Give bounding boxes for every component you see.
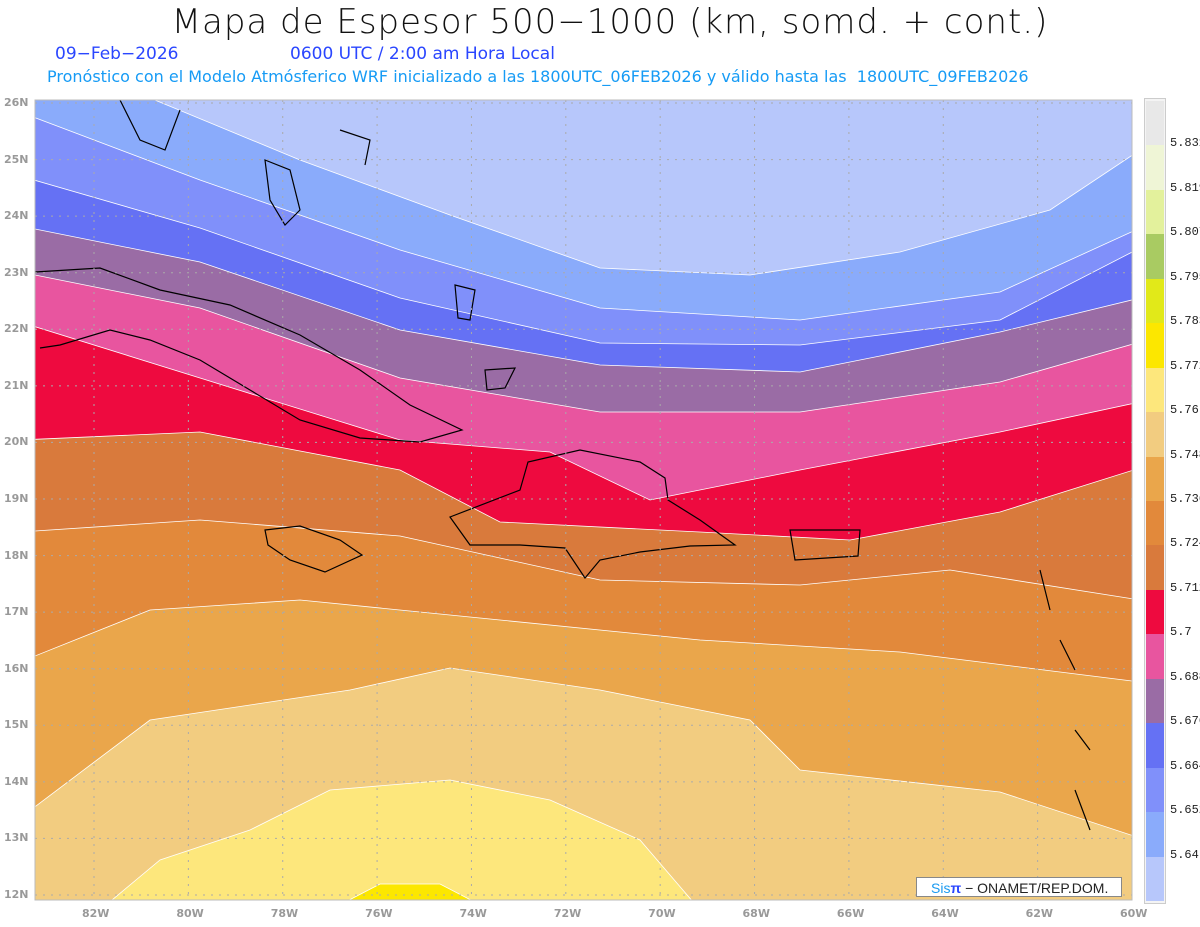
coastline-bahamas1: [339, 129, 371, 166]
colorbar-swatch: [1146, 812, 1164, 857]
lon-label: 66W: [836, 907, 865, 920]
forecast-info: Pronóstico con el Modelo Atmósferico WRF…: [47, 67, 1029, 86]
coastline-puertorico: [789, 529, 861, 561]
lon-label: 64W: [931, 907, 959, 920]
coastline-antilles: [1039, 569, 1091, 831]
lon-label: 82W: [82, 907, 110, 920]
colorbar-swatch: [1146, 367, 1164, 413]
lat-label: 17N: [4, 605, 29, 619]
colorbar-swatch: [1146, 323, 1164, 368]
colorbar-level: 5.652: [1170, 803, 1200, 818]
colorbar-swatch: [1146, 589, 1164, 635]
lat-label: 25N: [4, 152, 29, 166]
lon-label: 72W: [553, 907, 582, 920]
colorbar-swatch: [1146, 145, 1164, 190]
map-frame: [34, 99, 1133, 901]
colorbar-swatch: [1146, 278, 1164, 324]
colorbar-level: 5.795: [1170, 269, 1200, 284]
colorbar-level: 5.831: [1170, 136, 1200, 151]
colorbar-level: 5.712: [1170, 580, 1200, 595]
lon-label: 60W: [1120, 907, 1148, 920]
lon-label: 80W: [176, 907, 204, 920]
coastline-andros: [264, 159, 301, 226]
colorbar-swatch: [1146, 189, 1164, 235]
logo-pi: π: [950, 880, 962, 896]
colorbar-level: 5.76: [1170, 403, 1199, 418]
logo-sis: Sis: [931, 880, 951, 896]
colorbar-swatch: [1146, 856, 1164, 901]
map-title: Mapa de Espesor 500−1000 (km, somd. + co…: [171, 2, 1049, 42]
colorbar-swatch: [1146, 101, 1164, 146]
colorbar-level: 5.64: [1170, 847, 1199, 862]
lon-label: 74W: [459, 907, 487, 920]
lon-label: 78W: [270, 907, 299, 920]
colorbar-swatch: [1146, 456, 1164, 501]
colorbar-swatch: [1146, 767, 1164, 813]
lat-label: 23N: [4, 265, 29, 279]
lon-label: 76W: [365, 907, 393, 920]
valid-time: 0600 UTC / 2:00 am Hora Local: [290, 44, 555, 64]
lat-label: 21N: [4, 378, 29, 392]
colorbar-level: 5.664: [1170, 758, 1200, 773]
colorbar-level: 5.736: [1170, 492, 1200, 506]
band-5.772: [348, 883, 472, 900]
lat-label: 12N: [4, 888, 29, 901]
lon-label: 62W: [1025, 907, 1054, 920]
lat-label: 20N: [4, 435, 29, 449]
colorbar-level: 5.783: [1170, 314, 1200, 329]
coastline-bahamas2: [454, 284, 476, 321]
logo-org: − ONAMET/REP.DOM.: [965, 880, 1109, 896]
lat-label: 26N: [4, 96, 29, 109]
valid-date: 09−Feb−2026: [55, 44, 179, 64]
colorbar-swatch: [1146, 723, 1164, 768]
lat-label: 13N: [4, 831, 29, 845]
lat-label: 14N: [4, 774, 29, 788]
colorbar-level: 5.748: [1170, 447, 1200, 462]
colorbar-level: 5.7: [1170, 625, 1192, 640]
colorbar-level: 5.676: [1170, 714, 1200, 729]
lat-label: 19N: [4, 492, 29, 505]
colorbar-swatch: [1146, 634, 1164, 679]
colorbar-level: 5.807: [1170, 225, 1200, 240]
coastline-hispaniola: [449, 449, 737, 580]
logo-onamet: Sisπ − ONAMET/REP.DOM.: [916, 877, 1122, 897]
lon-label: 70W: [648, 907, 676, 920]
colorbar-level: 5.819: [1170, 180, 1200, 195]
coastline-bahamas3: [484, 367, 517, 391]
colorbar-swatch: [1146, 234, 1164, 279]
lat-label: 24N: [4, 209, 29, 223]
lat-label: 22N: [4, 322, 29, 336]
colorbar-swatch: [1146, 545, 1164, 590]
coastline-jamaica: [264, 525, 364, 573]
colorbar-swatch: [1146, 501, 1164, 546]
lat-label: 16N: [4, 661, 29, 675]
band-5.76: [111, 779, 692, 900]
colorbar-swatch: [1146, 412, 1164, 457]
colorbar-swatch: [1146, 678, 1164, 724]
colorbar: [1144, 98, 1166, 904]
lon-label: 68W: [742, 907, 770, 920]
lat-label: 15N: [4, 718, 29, 732]
colorbar-level: 5.724: [1170, 536, 1200, 551]
coastline-florida: [119, 100, 181, 151]
lat-label: 18N: [4, 548, 29, 562]
colorbar-level: 5.688: [1170, 669, 1200, 684]
colorbar-level: 5.772: [1170, 358, 1200, 373]
